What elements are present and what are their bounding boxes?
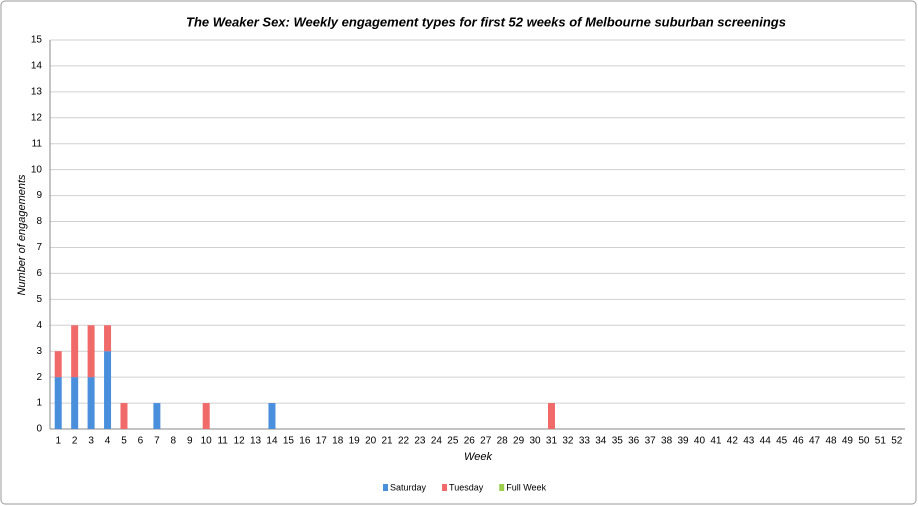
- x-tick-label: 24: [431, 436, 443, 447]
- x-tick-label: 41: [710, 436, 722, 447]
- x-axis-label: Week: [464, 451, 492, 463]
- y-tick-label: 11: [32, 138, 43, 149]
- x-tick-label: 51: [875, 436, 887, 447]
- x-tick-label: 50: [858, 436, 870, 447]
- legend-swatch: [442, 484, 448, 491]
- legend-label: Saturday: [390, 482, 427, 492]
- legend-swatch: [499, 484, 505, 491]
- y-tick-label: 12: [31, 112, 43, 123]
- legend-label: Full Week: [506, 482, 546, 492]
- x-tick-label: 27: [480, 436, 492, 447]
- x-tick-label: 23: [414, 436, 426, 447]
- y-tick-label: 1: [36, 398, 42, 409]
- x-tick-label: 37: [645, 436, 657, 447]
- x-tick-label: 46: [793, 436, 805, 447]
- bar-segment: [202, 403, 210, 429]
- x-tick-label: 5: [121, 436, 127, 447]
- x-tick-label: 49: [842, 436, 854, 447]
- y-tick-label: 0: [36, 424, 42, 435]
- x-tick-label: 10: [201, 436, 213, 447]
- x-tick-label: 4: [105, 436, 111, 447]
- x-tick-label: 12: [234, 436, 246, 447]
- x-tick-label: 45: [776, 436, 788, 447]
- x-tick-label: 40: [694, 436, 706, 447]
- bar-segment: [54, 377, 62, 429]
- x-tick-label: 3: [88, 436, 94, 447]
- y-tick-label: 5: [36, 294, 42, 305]
- x-tick-label: 7: [154, 436, 160, 447]
- bar-segment: [268, 403, 276, 429]
- y-tick-label: 3: [36, 346, 42, 357]
- x-tick-label: 29: [513, 436, 525, 447]
- x-tick-label: 16: [299, 436, 311, 447]
- x-tick-label: 33: [579, 436, 591, 447]
- x-tick-label: 19: [349, 436, 361, 447]
- x-tick-label: 35: [612, 436, 624, 447]
- y-tick-label: 7: [36, 242, 42, 253]
- x-tick-label: 1: [55, 436, 61, 447]
- x-tick-label: 28: [497, 436, 509, 447]
- x-tick-label: 44: [760, 436, 772, 447]
- x-tick-label: 25: [447, 436, 459, 447]
- x-tick-label: 26: [464, 436, 476, 447]
- x-tick-label: 11: [217, 436, 228, 447]
- bar-segment: [104, 351, 112, 429]
- x-tick-label: 30: [529, 436, 541, 447]
- x-tick-label: 2: [72, 436, 78, 447]
- x-tick-label: 6: [138, 436, 144, 447]
- bar-segment: [54, 351, 62, 378]
- y-tick-label: 10: [31, 164, 43, 175]
- y-tick-label: 9: [36, 190, 42, 201]
- y-tick-label: 14: [31, 61, 43, 72]
- y-tick-label: 15: [31, 35, 43, 46]
- x-tick-label: 52: [891, 436, 903, 447]
- y-tick-label: 8: [36, 216, 42, 227]
- bar-segment: [87, 377, 95, 429]
- bar-segment: [153, 403, 161, 429]
- legend-label: Tuesday: [449, 482, 484, 492]
- y-tick-label: 2: [36, 372, 42, 383]
- x-tick-label: 22: [398, 436, 410, 447]
- x-tick-label: 20: [365, 436, 377, 447]
- x-tick-label: 21: [382, 436, 394, 447]
- x-tick-label: 43: [743, 436, 755, 447]
- bar-segment: [104, 325, 112, 352]
- x-tick-label: 9: [187, 436, 193, 447]
- x-tick-label: 32: [562, 436, 574, 447]
- x-tick-label: 8: [171, 436, 177, 447]
- chart-title: The Weaker Sex: Weekly engagement types …: [186, 14, 786, 29]
- x-tick-label: 42: [727, 436, 739, 447]
- x-tick-label: 15: [283, 436, 295, 447]
- x-tick-label: 48: [825, 436, 837, 447]
- y-tick-label: 6: [36, 268, 42, 279]
- bar-segment: [87, 325, 95, 378]
- y-tick-label: 4: [36, 320, 42, 331]
- bar-segment: [71, 377, 79, 429]
- x-tick-label: 17: [316, 436, 328, 447]
- x-tick-label: 36: [628, 436, 640, 447]
- y-axis-label: Number of engagements: [16, 174, 28, 296]
- x-tick-label: 14: [266, 436, 278, 447]
- x-tick-label: 39: [677, 436, 689, 447]
- y-tick-label: 13: [31, 87, 43, 98]
- bar-segment: [71, 325, 79, 378]
- bar-segment: [120, 403, 128, 429]
- x-tick-label: 38: [661, 436, 673, 447]
- x-tick-label: 18: [332, 436, 344, 447]
- legend-swatch: [383, 484, 388, 491]
- x-tick-label: 34: [595, 436, 607, 447]
- bar-segment: [547, 403, 555, 429]
- x-tick-label: 47: [809, 436, 821, 447]
- x-tick-label: 31: [546, 436, 558, 447]
- x-tick-label: 13: [250, 436, 262, 447]
